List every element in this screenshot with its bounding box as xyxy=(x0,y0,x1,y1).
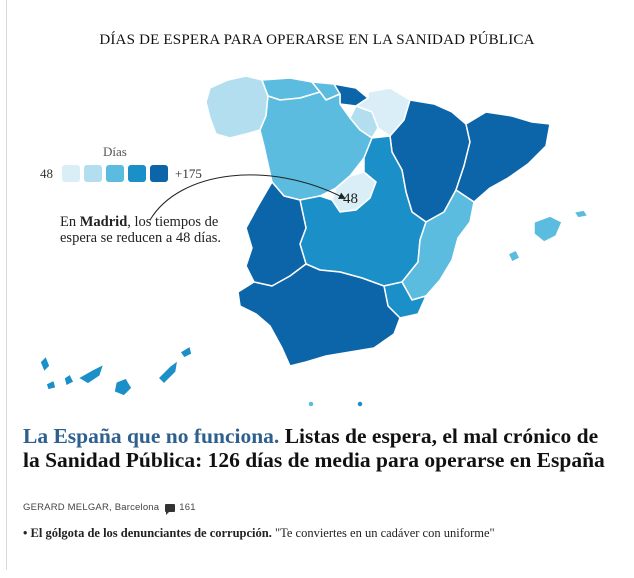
region-canarias-fuerteventura xyxy=(157,359,179,385)
annotation-suffix: , los tiempos de espera se reducen a 48 … xyxy=(60,214,222,246)
related-article[interactable]: • El gólgota de los denunciantes de corr… xyxy=(23,526,495,541)
region-canarias-grancanaria xyxy=(113,377,133,397)
legend-swatch-1 xyxy=(62,165,80,182)
region-ceuta xyxy=(307,400,315,408)
region-canarias-lanzarote xyxy=(179,345,193,359)
article-byline: GERARD MELGAR, Barcelona 161 xyxy=(23,502,196,515)
legend-min-label: 48 xyxy=(40,166,53,181)
legend-title: Días xyxy=(103,144,127,159)
annotation-prefix: En xyxy=(60,214,80,230)
region-galicia xyxy=(205,75,269,139)
spain-map xyxy=(39,75,589,408)
region-canarias-tenerife xyxy=(77,363,105,385)
comment-count[interactable]: 161 xyxy=(179,502,196,513)
annotation-arrow xyxy=(149,174,346,221)
region-baleares-mallorca xyxy=(533,215,563,243)
left-border xyxy=(6,0,7,570)
map-title: DÍAS DE ESPERA PARA OPERARSE EN LA SANID… xyxy=(99,32,535,48)
legend-swatch-5 xyxy=(150,165,168,182)
related-bullet: • xyxy=(23,526,28,540)
region-cataluna xyxy=(455,111,551,203)
region-valencia xyxy=(401,189,475,301)
region-baleares-ibiza xyxy=(507,249,521,263)
legend-swatch-2 xyxy=(84,165,102,182)
region-canarias-gomera xyxy=(63,373,75,387)
region-andalucia xyxy=(237,263,401,367)
comment-icon[interactable] xyxy=(165,503,176,515)
region-navarra xyxy=(355,87,411,137)
related-quote[interactable]: "Te conviertes en un cadáver con uniform… xyxy=(274,526,495,540)
madrid-annotation: En Madrid, los tiempos de espera se redu… xyxy=(60,214,230,246)
legend-swatches xyxy=(62,165,168,182)
article-title[interactable]: Listas de espera, el mal crónico de la S… xyxy=(23,424,605,472)
madrid-value-label: 48 xyxy=(343,191,358,207)
legend-swatch-4 xyxy=(128,165,146,182)
article-headline[interactable]: La España que no funciona. Listas de esp… xyxy=(23,424,618,472)
legend-swatch-3 xyxy=(106,165,124,182)
article-kicker[interactable]: La España que no funciona. xyxy=(23,424,280,448)
legend-max-label: +175 xyxy=(175,166,202,181)
region-canarias-hierro xyxy=(45,379,57,391)
annotation-highlight: Madrid xyxy=(79,214,128,230)
region-melilla xyxy=(356,400,364,408)
region-baleares-menorca xyxy=(573,209,589,219)
author-name[interactable]: GERARD MELGAR, Barcelona xyxy=(23,502,160,513)
related-title[interactable]: El gólgota de los denunciantes de corrup… xyxy=(30,526,272,540)
region-canarias-lapalma xyxy=(39,355,51,373)
